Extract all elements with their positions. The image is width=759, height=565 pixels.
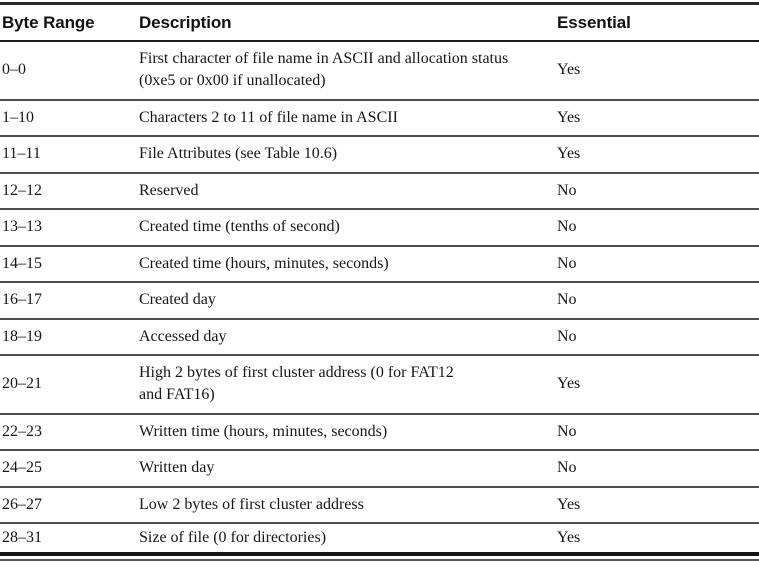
essential-cell: No xyxy=(557,422,577,440)
table-row: 12–12 Reserved No xyxy=(0,174,759,210)
byte-range-cell: 13–13 xyxy=(2,218,42,236)
description-cell: Created time (tenths of second) xyxy=(139,218,340,236)
essential-cell: No xyxy=(557,254,577,272)
description-cell: Low 2 bytes of first cluster address xyxy=(139,495,364,513)
table-row: 11–11 File Attributes (see Table 10.6) Y… xyxy=(0,137,759,174)
byte-range-cell: 12–12 xyxy=(2,181,42,199)
byte-range-cell: 24–25 xyxy=(2,459,42,477)
byte-range-cell: 18–19 xyxy=(2,327,42,345)
bottom-rule-thin-line xyxy=(0,559,759,561)
byte-range-cell: 0–0 xyxy=(2,61,26,79)
table-row: 26–27 Low 2 bytes of first cluster addre… xyxy=(0,488,759,524)
description-cell: Written day xyxy=(139,459,215,477)
table-row: 1–10 Characters 2 to 11 of file name in … xyxy=(0,101,759,137)
description-cell: Written time (hours, minutes, seconds) xyxy=(139,422,388,440)
essential-cell: No xyxy=(557,181,577,199)
byte-range-cell: 26–27 xyxy=(2,495,42,513)
essential-cell: No xyxy=(557,327,577,345)
essential-cell: Yes xyxy=(557,495,581,513)
essential-cell: No xyxy=(557,291,577,309)
essential-cell: No xyxy=(557,459,577,477)
table-row: 20–21 High 2 bytes of first cluster addr… xyxy=(0,356,759,415)
essential-cell: Yes xyxy=(557,529,581,546)
description-cell: Reserved xyxy=(139,181,199,199)
description-cell: High 2 bytes of first cluster address (0… xyxy=(139,364,454,404)
bottom-rule-gap xyxy=(0,556,759,559)
table-row: 14–15 Created time (hours, minutes, seco… xyxy=(0,247,759,283)
table-row: 13–13 Created time (tenths of second) No xyxy=(0,210,759,247)
column-header-essential: Essential xyxy=(557,12,631,32)
essential-cell: No xyxy=(557,218,577,236)
essential-cell: Yes xyxy=(557,108,581,126)
table-bottom-rule xyxy=(0,552,759,561)
description-cell: Accessed day xyxy=(139,327,227,345)
table-row: 18–19 Accessed day No xyxy=(0,320,759,356)
essential-cell: Yes xyxy=(557,61,581,79)
table-header-row: Byte Range Description Essential xyxy=(0,2,759,42)
byte-range-cell: 11–11 xyxy=(2,145,41,163)
column-header-description: Description xyxy=(139,12,232,32)
bottom-rule-thick-line xyxy=(0,552,759,556)
byte-range-cell: 20–21 xyxy=(2,375,42,393)
table-row: 28–31 Size of file (0 for directories) Y… xyxy=(0,524,759,552)
essential-cell: Yes xyxy=(557,375,581,393)
description-cell: Created time (hours, minutes, seconds) xyxy=(139,254,389,272)
table-row: 16–17 Created day No xyxy=(0,283,759,320)
byte-range-cell: 28–31 xyxy=(2,529,42,546)
description-cell: File Attributes (see Table 10.6) xyxy=(139,145,338,163)
byte-range-cell: 22–23 xyxy=(2,422,42,440)
byte-range-cell: 1–10 xyxy=(2,108,34,126)
table-row: 22–23 Written time (hours, minutes, seco… xyxy=(0,415,759,451)
table-row: 0–0 First character of file name in ASCI… xyxy=(0,42,759,101)
byte-range-cell: 14–15 xyxy=(2,254,42,272)
byte-range-cell: 16–17 xyxy=(2,291,42,309)
essential-cell: Yes xyxy=(557,145,581,163)
description-cell: First character of file name in ASCII an… xyxy=(139,50,509,90)
description-cell: Created day xyxy=(139,291,216,309)
column-header-byte-range: Byte Range xyxy=(2,12,95,32)
table-row: 24–25 Written day No xyxy=(0,451,759,488)
description-cell: Size of file (0 for directories) xyxy=(139,529,327,546)
description-cell: Characters 2 to 11 of file name in ASCII xyxy=(139,108,398,126)
